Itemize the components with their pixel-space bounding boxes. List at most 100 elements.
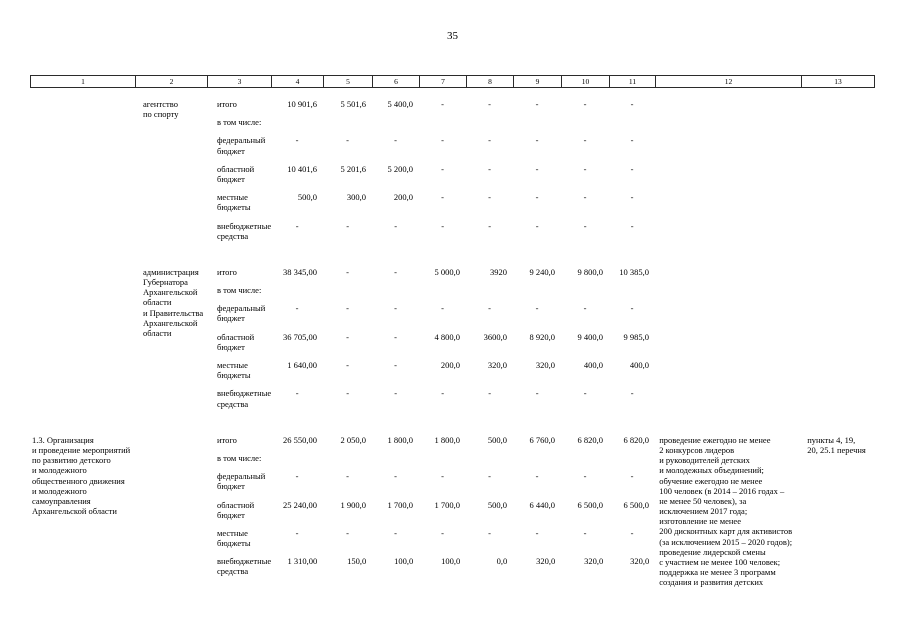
table-row: итого 10 901,6 5 501,6 5 400,0 - - - - - bbox=[207, 99, 655, 109]
table-row: внебюджетные средства - - - - - - - - bbox=[207, 221, 655, 241]
value-cell: 9 400,0 bbox=[577, 331, 604, 342]
value-cell: - bbox=[583, 192, 587, 203]
budget-level-label: внебюджетные средства bbox=[217, 556, 272, 577]
table-row: областной бюджет 10 401,6 5 201,6 5 200,0 - -… bbox=[207, 164, 655, 184]
value-cell: - bbox=[583, 163, 587, 174]
budget-level-label: областной бюджет bbox=[217, 499, 255, 520]
value-cell: - bbox=[394, 266, 397, 277]
value-cell: - bbox=[441, 99, 444, 109]
value-cell: - bbox=[441, 163, 444, 174]
column-header-6: 6 bbox=[373, 76, 420, 87]
value-cell: 500,0 bbox=[487, 499, 507, 510]
budget-level-label: в том числе: bbox=[217, 285, 262, 296]
value-cell: 200,0 bbox=[393, 192, 413, 203]
executor-cell: агентство по спорту bbox=[143, 99, 179, 120]
value-cell: - bbox=[295, 135, 299, 146]
column-header-10: 10 bbox=[562, 76, 610, 87]
table-group: администрация Губернатора Архангельской … bbox=[30, 267, 875, 417]
budget-level-label: областной бюджет bbox=[217, 163, 255, 184]
table-row: федеральный бюджет - - - - - - - - bbox=[207, 471, 655, 491]
value-cell: 500,0 bbox=[297, 192, 317, 203]
value-cell: - bbox=[630, 99, 634, 109]
value-cell: 6 820,0 bbox=[577, 434, 604, 445]
budget-level-label: местные бюджеты bbox=[217, 192, 251, 213]
value-cell: 6 760,0 bbox=[529, 434, 556, 445]
value-cell: - bbox=[488, 220, 492, 231]
table-row: итого 38 345,00 - - 5 000,0 3920 9 240,0 9 800,… bbox=[207, 267, 655, 277]
value-cell: - bbox=[346, 388, 350, 399]
value-cell: - bbox=[394, 388, 398, 399]
value-cell: - bbox=[394, 471, 397, 482]
value-cell: - bbox=[346, 360, 349, 370]
table-row: областной бюджет 25 240,00 1 900,0 1 700,0 1… bbox=[207, 500, 655, 520]
budget-level-label: итого bbox=[217, 266, 237, 277]
table-row: федеральный бюджет - - - - - - - - bbox=[207, 303, 655, 323]
value-cell: - bbox=[535, 192, 539, 203]
value-cell: - bbox=[346, 266, 349, 277]
column-header-9: 9 bbox=[514, 76, 562, 87]
value-cell: - bbox=[583, 135, 587, 146]
value-cell: 200,0 bbox=[440, 360, 460, 370]
value-cell: - bbox=[583, 527, 587, 538]
value-cell: 38 345,00 bbox=[283, 266, 317, 277]
value-cell: 8 920,0 bbox=[529, 331, 556, 342]
budget-table: 1 2 3 4 5 6 7 8 9 10 11 12 13 агентство по спорту ито… bbox=[30, 75, 875, 588]
value-cell: - bbox=[441, 388, 445, 399]
value-cell: 400,0 bbox=[583, 360, 603, 370]
value-cell: - bbox=[346, 135, 349, 146]
value-cell: 26 550,00 bbox=[283, 434, 317, 445]
value-cell: - bbox=[441, 135, 444, 146]
table-row: федеральный бюджет - - - - - - - - bbox=[207, 135, 655, 155]
value-cell: 5 501,6 bbox=[340, 99, 367, 109]
value-cell: 300,0 bbox=[346, 192, 366, 203]
value-cell: - bbox=[583, 471, 587, 482]
value-cell: - bbox=[488, 527, 491, 538]
value-cell: - bbox=[630, 163, 634, 174]
value-cell: 400,0 bbox=[629, 360, 649, 370]
value-cell: - bbox=[488, 135, 491, 146]
value-cell: - bbox=[535, 388, 539, 399]
budget-level-label: местные бюджеты bbox=[217, 360, 251, 381]
value-cell: - bbox=[583, 303, 587, 314]
value-cell: 100,0 bbox=[441, 556, 461, 567]
table-group: 1.3. Организация и проведение мероприяти… bbox=[30, 435, 875, 588]
column-header-13: 13 bbox=[834, 77, 842, 86]
table-group: агентство по спорту итого 10 901,6 5 501,6 5… bbox=[30, 99, 875, 249]
value-cell: - bbox=[583, 220, 587, 231]
value-cell: 10 901,6 bbox=[287, 99, 317, 109]
value-cell: 1 700,0 bbox=[387, 499, 414, 510]
value-cell: 320,0 bbox=[535, 360, 555, 370]
value-cell: 6 820,0 bbox=[623, 434, 650, 445]
value-cell: 25 240,00 bbox=[283, 499, 317, 510]
value-cell: - bbox=[583, 388, 587, 399]
column-header-12: 12 bbox=[656, 76, 802, 87]
value-cell: 6 500,0 bbox=[577, 499, 604, 510]
value-cell: - bbox=[441, 220, 445, 231]
value-cell: - bbox=[394, 527, 397, 538]
value-cell: - bbox=[441, 471, 444, 482]
value-cell: - bbox=[583, 99, 587, 109]
value-cell: 5 000,0 bbox=[434, 266, 461, 277]
value-cell: 9 985,0 bbox=[623, 331, 650, 342]
value-cell: 1 700,0 bbox=[434, 499, 461, 510]
column-header-1: 1 bbox=[31, 76, 136, 87]
column-header-3: 3 bbox=[208, 76, 272, 87]
value-cell: 5 400,0 bbox=[387, 99, 414, 109]
value-cell: - bbox=[630, 471, 634, 482]
executor-cell: администрация Губернатора Архангельской … bbox=[143, 266, 204, 338]
page-number: 35 bbox=[447, 30, 458, 42]
reference-cell: пункты 4, 19, 20, 25.1 перечня bbox=[807, 434, 866, 455]
table-row: в том числе: bbox=[207, 453, 655, 463]
value-cell: - bbox=[488, 99, 491, 109]
column-header-2: 2 bbox=[136, 76, 208, 87]
value-cell: 36 705,00 bbox=[283, 331, 317, 342]
value-cell: - bbox=[346, 220, 350, 231]
value-cell: 9 240,0 bbox=[529, 266, 556, 277]
value-cell: 6 440,0 bbox=[529, 499, 556, 510]
budget-level-label: в том числе: bbox=[217, 452, 262, 463]
value-cell: 1 640,00 bbox=[287, 360, 317, 370]
value-cell: 6 500,0 bbox=[623, 499, 650, 510]
value-cell: - bbox=[535, 471, 539, 482]
table-row: в том числе: bbox=[207, 285, 655, 295]
